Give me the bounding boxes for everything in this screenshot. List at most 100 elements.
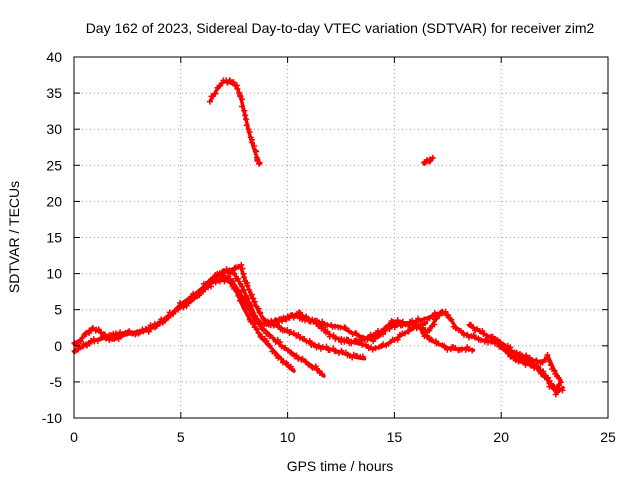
data-point bbox=[208, 93, 215, 100]
y-tick-label: -5 bbox=[50, 374, 63, 390]
data-point bbox=[394, 317, 401, 324]
data-point bbox=[216, 82, 223, 89]
data-point bbox=[266, 342, 273, 349]
data-point bbox=[164, 315, 171, 322]
data-point bbox=[348, 340, 355, 347]
data-point bbox=[315, 342, 322, 349]
data-point bbox=[444, 311, 451, 318]
data-point bbox=[206, 98, 213, 105]
data-point bbox=[291, 312, 298, 319]
data-point bbox=[323, 343, 330, 350]
x-tick-label: 0 bbox=[70, 429, 78, 445]
data-point bbox=[306, 337, 313, 344]
data-point bbox=[362, 341, 369, 348]
data-point bbox=[229, 278, 236, 285]
data-point bbox=[296, 334, 303, 341]
data-point bbox=[367, 334, 374, 341]
data-point bbox=[428, 336, 435, 343]
data-point bbox=[183, 302, 190, 309]
y-tick-label: -10 bbox=[42, 410, 62, 426]
data-point bbox=[239, 96, 246, 103]
data-point bbox=[448, 316, 455, 323]
data-point bbox=[219, 268, 226, 275]
data-point bbox=[248, 139, 255, 146]
data-point bbox=[324, 328, 331, 335]
data-point bbox=[253, 148, 260, 155]
data-point bbox=[243, 302, 250, 309]
data-point bbox=[465, 346, 472, 353]
data-point bbox=[555, 374, 562, 381]
data-point bbox=[208, 283, 215, 290]
data-point bbox=[479, 327, 486, 334]
data-point bbox=[299, 355, 306, 362]
data-point bbox=[312, 363, 319, 370]
data-point bbox=[359, 353, 366, 360]
data-point bbox=[256, 321, 263, 328]
data-point bbox=[309, 364, 316, 371]
data-point bbox=[544, 374, 551, 381]
data-point bbox=[319, 370, 326, 377]
data-point bbox=[196, 292, 203, 299]
y-tick-label: 5 bbox=[54, 302, 62, 318]
data-point bbox=[175, 306, 182, 313]
data-point bbox=[318, 325, 325, 332]
data-point bbox=[255, 305, 262, 312]
series-arc-7 bbox=[420, 328, 476, 354]
data-point bbox=[99, 333, 106, 340]
data-point bbox=[407, 326, 414, 333]
data-point bbox=[256, 309, 263, 316]
x-axis-label: GPS time / hours bbox=[287, 458, 394, 474]
data-point bbox=[426, 315, 433, 322]
series-arc-11 bbox=[421, 154, 436, 166]
data-point bbox=[232, 285, 239, 292]
data-point bbox=[353, 330, 360, 337]
x-tick-label: 20 bbox=[493, 429, 509, 445]
data-point bbox=[319, 318, 326, 325]
data-point bbox=[251, 298, 258, 305]
chart-title: Day 162 of 2023, Sidereal Day-to-day VTE… bbox=[86, 20, 595, 36]
y-axis-label: SDTVAR / TECUs bbox=[6, 181, 22, 293]
data-point bbox=[297, 309, 304, 316]
data-point bbox=[342, 325, 349, 332]
data-point bbox=[477, 337, 484, 344]
data-point bbox=[380, 341, 387, 348]
data-point bbox=[284, 327, 291, 334]
data-point bbox=[559, 387, 566, 394]
data-point bbox=[385, 340, 392, 347]
data-point bbox=[286, 315, 293, 322]
data-point bbox=[278, 355, 285, 362]
data-point bbox=[372, 345, 379, 352]
plot-area bbox=[71, 77, 566, 398]
data-point bbox=[288, 349, 295, 356]
data-point bbox=[234, 85, 241, 92]
data-point bbox=[556, 382, 563, 389]
data-point bbox=[343, 336, 350, 343]
data-point bbox=[244, 282, 251, 289]
data-point bbox=[279, 318, 286, 325]
data-point bbox=[361, 335, 368, 342]
data-point bbox=[257, 310, 264, 317]
data-point bbox=[439, 310, 446, 317]
data-point bbox=[243, 122, 250, 129]
data-point bbox=[303, 313, 310, 320]
y-tick-label: 20 bbox=[46, 193, 62, 209]
data-point bbox=[548, 362, 555, 369]
data-point bbox=[241, 107, 248, 114]
data-point bbox=[442, 308, 449, 315]
data-point bbox=[231, 270, 238, 277]
y-tick-label: 15 bbox=[46, 230, 62, 246]
data-point bbox=[546, 358, 553, 365]
data-point bbox=[315, 319, 322, 326]
y-tick-label: 35 bbox=[46, 85, 62, 101]
data-point bbox=[235, 275, 242, 282]
data-point bbox=[120, 330, 127, 337]
data-point bbox=[399, 318, 406, 325]
data-point bbox=[424, 332, 431, 339]
data-point bbox=[537, 366, 544, 373]
data-point bbox=[238, 283, 245, 290]
data-point bbox=[246, 129, 253, 136]
data-point bbox=[420, 328, 427, 335]
data-point bbox=[251, 143, 258, 150]
series-arc-3 bbox=[212, 273, 326, 378]
data-point bbox=[514, 351, 521, 358]
